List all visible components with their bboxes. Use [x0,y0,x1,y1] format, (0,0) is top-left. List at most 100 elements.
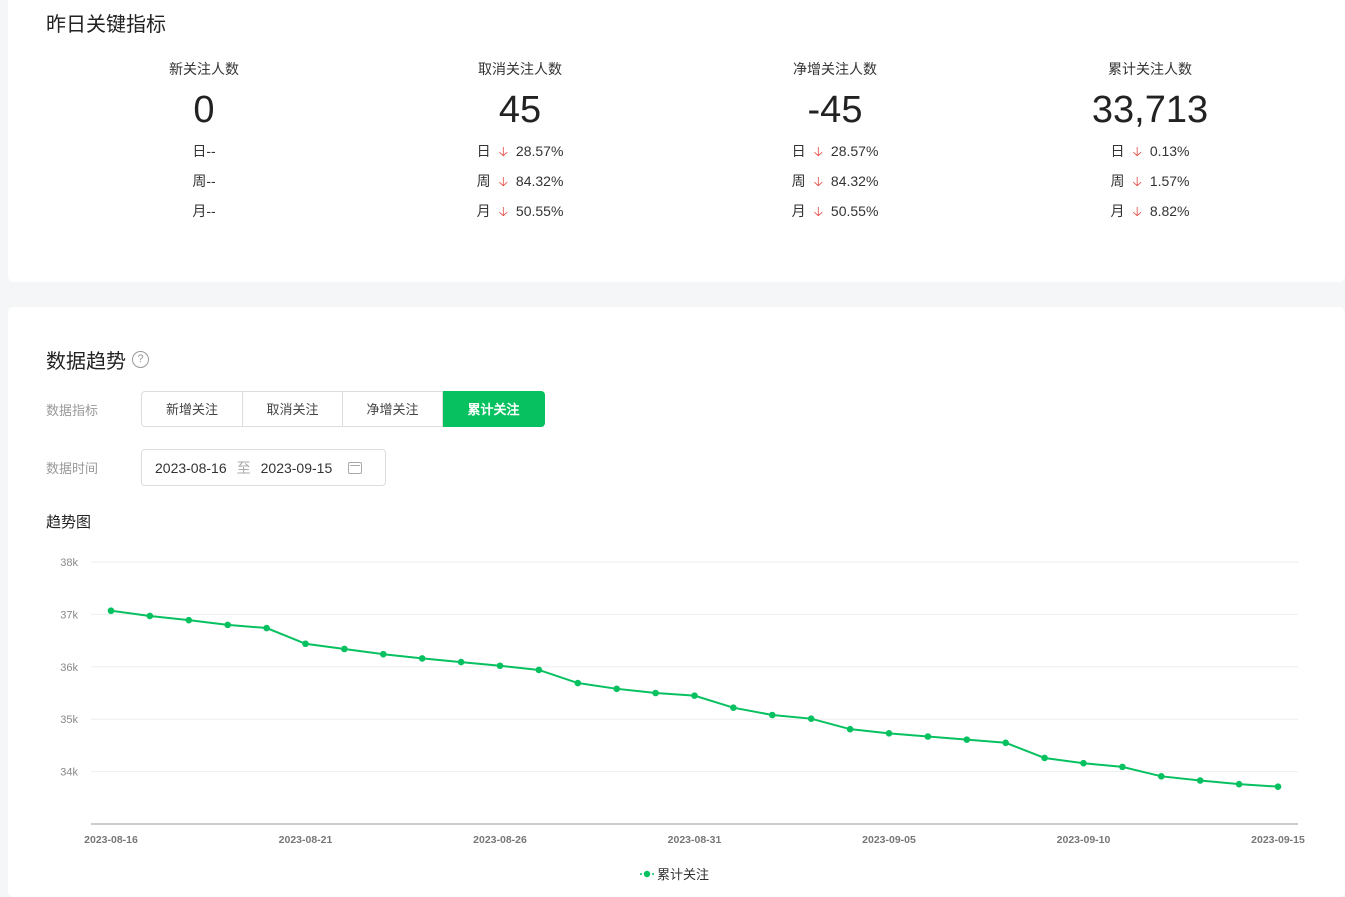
data-point [224,621,231,629]
compare-prefix: 周 [476,173,491,189]
compare-month: 月 🡣 8.82% [1000,196,1300,226]
y-tick-label: 35k [60,714,78,726]
date-start[interactable]: 2023-08-16 [155,459,227,476]
metric-label: 净增关注人数 [793,61,877,77]
compare-rate: 1.57% [1149,173,1190,189]
chart-legend[interactable]: 累计关注 [640,864,709,883]
data-point [963,736,971,743]
data-point [574,679,582,687]
metric-value: 45 [498,89,542,131]
data-point [185,616,193,624]
compare-rate: 84.32% [830,173,879,189]
arrow-down-icon: 🡣 [813,204,823,219]
compare-day: 日 🡣 0.13% [1000,136,1300,166]
data-point [885,730,893,737]
metric-net-followers: 净增关注人数 -45 日 🡣 28.57% 周 🡣 84.32% 月 🡣 50.55% [685,58,985,226]
compare-prefix: 月 [1110,203,1125,219]
data-point [418,655,426,662]
compare-rate: 84.32% [515,173,564,189]
compare-rate: -- [206,173,216,189]
data-point [380,650,387,658]
date-range-picker[interactable]: 2023-08-16 至 2023-09-15 [141,449,386,486]
chart-title: 趋势图 [46,514,92,531]
compare-month: 月 🡣 50.55% [685,196,985,226]
data-point [924,733,932,740]
compare-month: 月 🡣 50.55% [370,196,670,226]
arrow-down-icon: 🡣 [813,144,823,159]
data-point [1158,773,1165,780]
compare-prefix: 月 [192,203,207,219]
calendar-icon[interactable] [348,461,363,474]
compare-rate: 8.82% [1149,203,1190,219]
compare-prefix: 日 [476,143,491,159]
compare-month: 月-- [54,196,354,226]
indicator-option-net[interactable]: 净增关注 [343,391,443,427]
data-point [263,624,270,632]
y-tick-label: 34k [60,767,78,779]
metric-label: 新关注人数 [169,61,239,77]
arrow-down-icon: 🡣 [498,174,508,189]
compare-rate: 50.55% [515,203,564,219]
compare-day: 日 🡣 28.57% [370,136,670,166]
compare-rate: 28.57% [515,143,564,159]
data-point [691,692,698,699]
data-point [730,704,737,711]
data-point [1196,777,1204,784]
indicator-segmented-control: 新增关注 取消关注 净增关注 累计关注 [141,391,545,427]
data-point [1274,783,1282,790]
indicator-option-unfollow[interactable]: 取消关注 [243,391,343,427]
x-tick-label: 2023-09-05 [862,834,916,846]
date-end[interactable]: 2023-09-15 [260,459,333,476]
arrow-down-icon: 🡣 [498,204,508,219]
metric-value: -45 [807,89,863,131]
metric-total-followers: 累计关注人数 33,713 日 🡣 0.13% 周 🡣 1.57% 月 🡣 8.82% [1000,58,1300,226]
data-point [846,725,854,733]
y-tick-label: 38k [60,557,78,569]
indicator-option-total[interactable]: 累计关注 [443,391,545,427]
compare-week: 周 🡣 84.32% [370,166,670,196]
data-point [1235,780,1243,788]
metric-value: 0 [193,89,215,131]
x-tick-label: 2023-09-15 [1251,834,1305,846]
compare-prefix: 月 [791,203,806,219]
arrow-down-icon: 🡣 [498,144,508,159]
data-point [457,658,465,666]
x-tick-label: 2023-08-16 [84,834,138,846]
key-metrics-title: 昨日关键指标 [46,14,166,36]
y-tick-label: 36k [60,662,78,674]
data-point [146,612,154,620]
question-circle-icon[interactable]: ? [132,351,149,368]
data-point [1080,759,1087,767]
data-point [496,662,504,670]
compare-rate: -- [206,143,216,159]
compare-prefix: 周 [791,173,806,189]
compare-rate: -- [206,203,216,219]
data-point [613,685,620,693]
arrow-down-icon: 🡣 [1132,174,1142,189]
time-label: 数据时间 [46,461,99,476]
metric-unfollowers: 取消关注人数 45 日 🡣 28.57% 周 🡣 84.32% 月 🡣 50.55% [370,58,670,226]
x-tick-label: 2023-08-31 [668,834,722,846]
compare-week: 周 🡣 1.57% [1000,166,1300,196]
metric-label: 取消关注人数 [478,61,562,77]
arrow-down-icon: 🡣 [813,174,823,189]
compare-prefix: 日 [192,143,207,159]
date-separator: 至 [236,459,251,476]
indicator-label: 数据指标 [46,403,99,418]
metric-value: 33,713 [1091,89,1209,131]
data-point [302,640,309,648]
data-point [652,689,659,697]
data-trend-title-text: 数据趋势 [46,351,126,373]
data-point [341,645,348,653]
metric-new-followers: 新关注人数 0 日-- 周-- 月-- [54,58,354,226]
indicator-option-new[interactable]: 新增关注 [141,391,243,427]
compare-week: 周 🡣 84.32% [685,166,985,196]
data-point [1041,754,1048,762]
compare-rate: 28.57% [830,143,879,159]
arrow-down-icon: 🡣 [1132,204,1142,219]
compare-prefix: 周 [1110,173,1125,189]
y-tick-label: 37k [60,609,78,621]
data-trend-card: 数据趋势 ? 数据指标 新增关注 取消关注 净增关注 累计关注 数据时间 202… [8,307,1345,897]
compare-prefix: 日 [1110,143,1125,159]
arrow-down-icon: 🡣 [1132,144,1142,159]
